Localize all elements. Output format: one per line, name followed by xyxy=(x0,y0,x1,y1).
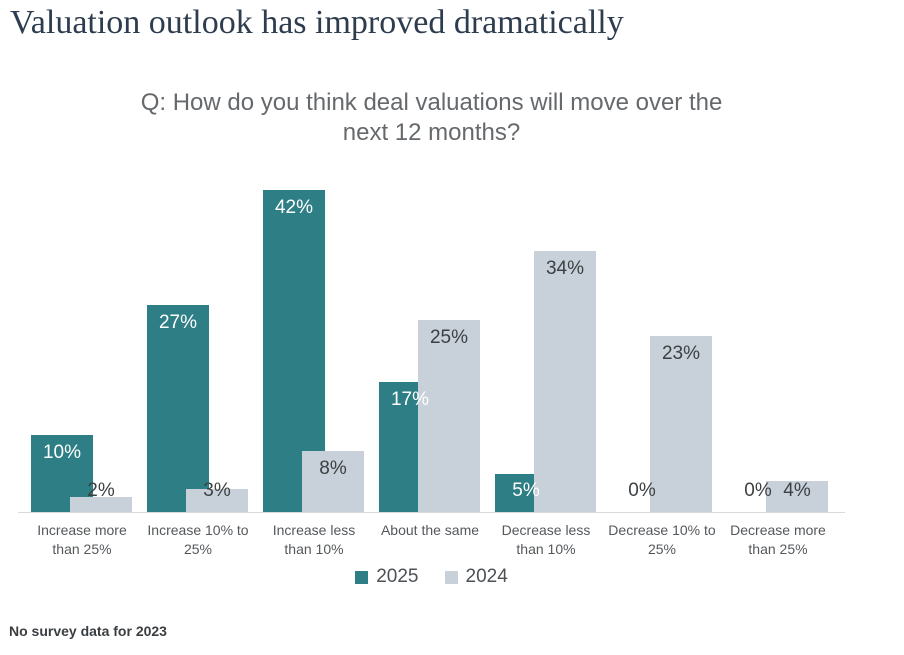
x-axis-label-cat3: Increase less than 10% xyxy=(272,522,356,557)
page-title: Valuation outlook has improved dramatica… xyxy=(10,4,624,41)
value-label-2025-cat4: 17% xyxy=(390,389,430,410)
chart-question-line-2: next 12 months? xyxy=(342,119,521,146)
value-label-2024-cat7: 4% xyxy=(783,480,811,501)
x-axis-label-cat7: Decrease more than 25% xyxy=(730,522,826,557)
value-label-2024-cat1: 2% xyxy=(87,480,115,501)
value-label-2024-cat2: 3% xyxy=(203,480,231,501)
value-label-2025-cat6: 0% xyxy=(628,480,656,501)
bar-2024-cat2 xyxy=(186,489,248,512)
legend: 2025 2024 xyxy=(18,566,845,588)
bar-2024-cat5: 34% xyxy=(534,251,596,512)
legend-label-2025: 2025 xyxy=(376,566,419,587)
value-label-2024-cat4: 25% xyxy=(429,327,469,348)
value-label-2024-cat3: 8% xyxy=(319,458,347,479)
bar-2024-cat1 xyxy=(70,497,132,512)
legend-label-2024: 2024 xyxy=(465,566,508,587)
value-label-2024-cat5: 34% xyxy=(545,258,585,279)
x-axis-label-cat5: Decrease less than 10% xyxy=(501,522,591,557)
plot-area: 10% 2% 27% 3% 42% 8% 17% 25% 5% 34% 0% 23% 0% 4% xyxy=(18,160,845,513)
bar-2025-cat1: 10% xyxy=(31,435,93,512)
x-axis-label-cat4: About the same xyxy=(380,522,480,538)
x-axis-label-cat2: Increase 10% to 25% xyxy=(147,522,249,557)
footnote: No survey data for 2023 xyxy=(9,623,167,639)
bar-2024-cat6: 23% xyxy=(650,336,712,512)
value-label-2024-cat6: 23% xyxy=(661,343,701,364)
value-label-2025-cat1: 10% xyxy=(42,442,82,463)
value-label-2025-cat3: 42% xyxy=(274,197,314,218)
legend-item-2025: 2025 xyxy=(355,566,419,588)
legend-swatch-2025 xyxy=(355,570,369,584)
value-label-2025-cat5: 5% xyxy=(512,480,540,501)
chart-question-line-1: Q: How do you think deal valuations will… xyxy=(140,89,723,116)
bar-2024-cat3: 8% xyxy=(302,451,364,512)
value-label-2025-cat7: 0% xyxy=(744,480,772,501)
chart-question: Q: How do you think deal valuations will… xyxy=(18,88,845,148)
bar-2024-cat7 xyxy=(766,481,828,512)
bar-2025-cat2: 27% xyxy=(147,305,209,512)
legend-item-2024: 2024 xyxy=(444,566,508,588)
bar-2024-cat4: 25% xyxy=(418,320,480,512)
x-axis-label-cat1: Increase more than 25% xyxy=(37,522,127,557)
value-label-2025-cat2: 27% xyxy=(158,312,198,333)
legend-swatch-2024 xyxy=(444,570,458,584)
x-axis-labels: Increase more than 25% Increase 10% to 25% I… xyxy=(18,521,845,565)
x-axis-label-cat6: Decrease 10% to 25% xyxy=(608,522,716,557)
